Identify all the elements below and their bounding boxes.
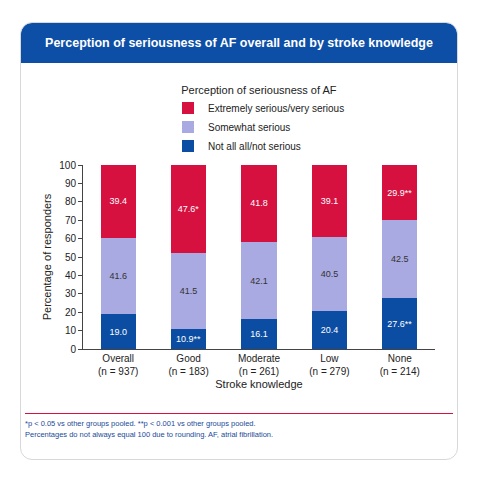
svg-text:Percentage of responders: Percentage of responders (41, 193, 53, 320)
html-text:Perception of seriousness of A: Perception of seriousness of AF overall … (45, 36, 433, 50)
svg-text:20: 20 (65, 307, 77, 318)
svg-text:Low(n = 279): Low(n = 279) (309, 353, 349, 377)
svg-text:Good(n = 183): Good(n = 183) (168, 353, 208, 377)
svg-text:19.0: 19.0 (109, 327, 127, 337)
svg-text:42.5: 42.5 (391, 254, 409, 264)
svg-text:50: 50 (65, 252, 77, 263)
svg-text:80: 80 (65, 196, 77, 207)
svg-text:Stroke knowledge: Stroke knowledge (215, 378, 302, 390)
svg-text:Not all all/not serious: Not all all/not serious (208, 141, 301, 152)
svg-text:100: 100 (59, 160, 76, 171)
svg-text:39.4: 39.4 (109, 196, 127, 206)
svg-text:39.1: 39.1 (321, 196, 339, 206)
svg-text:42.1: 42.1 (250, 276, 268, 286)
svg-text:47.6*: 47.6* (178, 204, 200, 214)
svg-text:Extremely serious/very serious: Extremely serious/very serious (208, 103, 344, 114)
svg-text:90: 90 (65, 178, 77, 189)
svg-text:60: 60 (65, 233, 77, 244)
svg-text:70: 70 (65, 215, 77, 226)
svg-text:Moderate(n = 261): Moderate(n = 261) (238, 353, 281, 377)
html-text:*p < 0.05 vs other groups pool: *p < 0.05 vs other groups pooled. **p < … (25, 419, 256, 428)
svg-text:10: 10 (65, 325, 77, 336)
svg-text:40: 40 (65, 270, 77, 281)
svg-text:10.9**: 10.9** (176, 334, 201, 344)
svg-text:41.8: 41.8 (250, 198, 268, 208)
svg-text:27.6**: 27.6** (387, 319, 412, 329)
svg-text:16.1: 16.1 (250, 329, 268, 339)
svg-text:None(n = 214): None(n = 214) (380, 353, 420, 377)
svg-text:41.5: 41.5 (180, 286, 198, 296)
svg-text:Perception of seriousness of A: Perception of seriousness of AF (181, 84, 337, 96)
svg-text:40.5: 40.5 (321, 269, 339, 279)
svg-text:20.4: 20.4 (321, 325, 339, 335)
svg-text:29.9**: 29.9** (387, 188, 412, 198)
svg-text:41.6: 41.6 (109, 271, 127, 281)
svg-text:Somewhat serious: Somewhat serious (208, 122, 290, 133)
svg-text:30: 30 (65, 288, 77, 299)
svg-text:Overall(n = 937): Overall(n = 937) (98, 353, 138, 377)
html-text:Percentages do not always equa: Percentages do not always equal 100 due … (25, 430, 274, 439)
svg-text:0: 0 (70, 344, 76, 355)
